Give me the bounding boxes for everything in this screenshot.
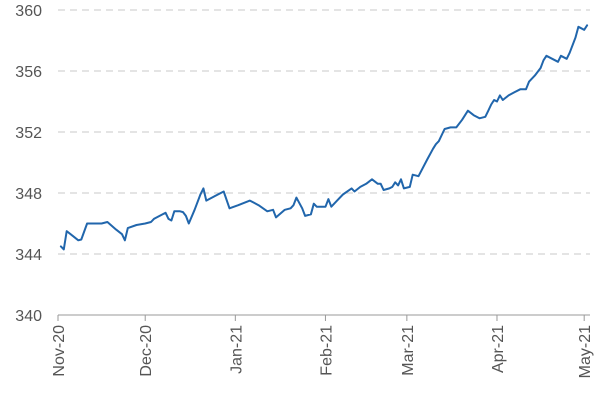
y-tick-label-344: 344 [15, 247, 42, 264]
x-tick-label-May-21: May-21 [577, 325, 594, 378]
y-tick-label-340: 340 [15, 308, 42, 325]
x-axis-ticks: Nov-20 Dec-20 Jan-21 Feb-21 Mar-21 Apr-21 May-… [51, 315, 594, 378]
x-tick-label-Apr-21: Apr-21 [490, 325, 507, 373]
y-tick-label-352: 352 [15, 125, 42, 142]
x-tick-label-Nov-20: Nov-20 [51, 325, 68, 377]
x-tick-label-Feb-21: Feb-21 [318, 325, 335, 376]
gridlines [58, 9, 590, 255]
y-tick-label-356: 356 [15, 64, 42, 81]
x-tick-label-Dec-20: Dec-20 [138, 325, 155, 377]
series-line [59, 24, 589, 251]
y-tick-label-348: 348 [15, 186, 42, 203]
y-axis-tick-labels: 340 344 348 352 356 360 [15, 3, 42, 325]
x-tick-label-Jan-21: Jan-21 [228, 325, 245, 374]
y-tick-label-360: 360 [15, 3, 42, 20]
x-tick-label-Mar-21: Mar-21 [400, 325, 417, 376]
